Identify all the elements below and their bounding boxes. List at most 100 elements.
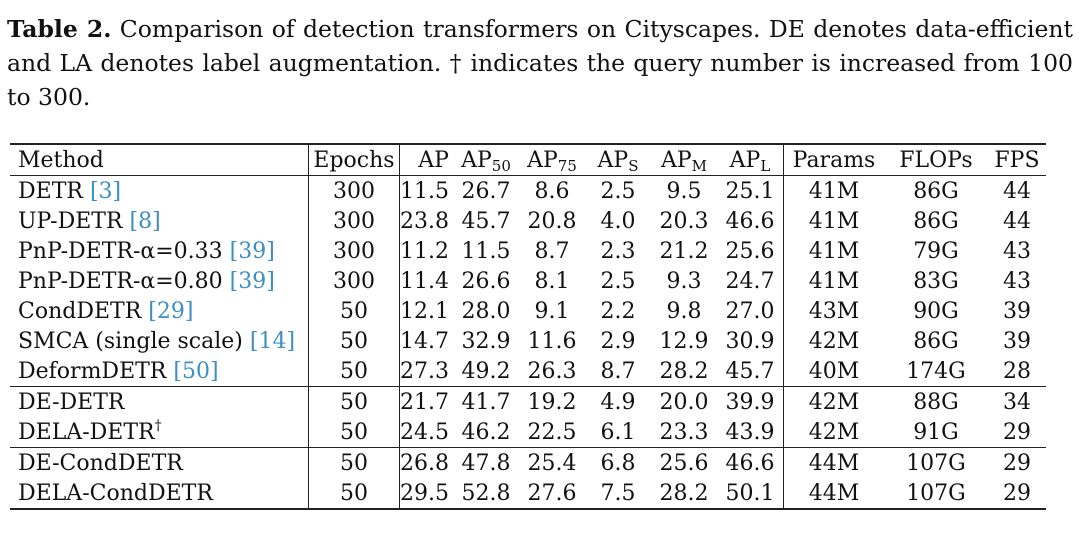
header-flops: FLOPs [899,147,973,173]
cell-apm: 9.8 [666,298,702,324]
citation-link[interactable]: [50] [173,358,219,384]
cell-ap: 11.5 [400,178,449,204]
header-ap75: AP75 [527,147,577,175]
cell-ap75: 20.8 [527,208,577,234]
cell-ap: 11.4 [400,268,449,294]
header-method: Method [10,144,309,176]
cell-method: UP-DETR [8] [10,206,309,236]
cell-method: DELA-DETR† [10,417,309,448]
method-name: PnP-DETR-α=0.80 [18,268,223,294]
citation-link[interactable]: [39] [229,268,275,294]
cell-ap75: 8.6 [534,178,570,204]
table-row: UP-DETR [8] 300 23.8 45.7 20.8 4.0 20.3 46.6 41M… [10,206,1046,236]
cell-apm: 12.9 [659,328,709,354]
cell-apm: 9.3 [666,268,702,294]
cell-epochs: 50 [308,326,400,356]
cell-ap75: 25.4 [527,450,577,476]
cell-ap: 21.7 [400,389,449,415]
cell-apm: 21.2 [659,238,709,264]
method-name: CondDETR [18,298,142,324]
citation-link[interactable]: [39] [229,238,275,264]
cell-params: 43M [808,298,860,324]
method-name: DELA-DETR [18,419,155,445]
cell-flops: 83G [913,268,959,294]
method-name: DeformDETR [18,358,167,384]
results-table: Method Epochs AP AP50 AP75 APS APM APL P… [10,143,1046,510]
cell-epochs: 300 [308,175,400,206]
cell-aps: 2.9 [600,328,636,354]
cell-method: DE-CondDETR [10,447,309,478]
cell-epochs: 50 [308,478,400,509]
cell-apm: 25.6 [659,450,709,476]
cell-params: 42M [808,419,860,445]
table-row: DELA-DETR† 50 24.5 46.2 22.5 6.1 23.3 43.9 42M 91… [10,417,1046,448]
citation-link[interactable]: [14] [249,328,296,354]
cell-method: SMCA (single scale) [14] [10,326,309,356]
cell-ap75: 8.7 [534,238,570,264]
table-caption: Table 2. Comparison of detection transfo… [7,12,1073,114]
cell-apm: 20.0 [659,389,709,415]
header-row: Method Epochs AP AP50 AP75 APS APM APL P… [10,144,1046,176]
cell-aps: 8.7 [600,358,636,384]
citation-link[interactable]: [8] [129,208,161,234]
cell-ap50: 32.9 [461,328,511,354]
cell-params: 42M [808,328,860,354]
cell-ap75: 8.1 [534,268,570,294]
cell-ap50: 28.0 [461,298,511,324]
cell-ap50: 26.7 [461,178,511,204]
cell-params: 41M [808,208,860,234]
citation-link[interactable]: [29] [148,298,194,324]
table-row: DETR [3] 300 11.5 26.7 8.6 2.5 9.5 25.1 41M 86G 44 [10,175,1046,206]
cell-ap75: 19.2 [527,389,577,415]
cell-flops: 107G [906,480,966,506]
header-aps: APS [597,147,639,175]
header-params: Params [792,147,876,173]
cell-method: DELA-CondDETR [10,478,309,509]
cell-apl: 50.1 [716,478,784,509]
header-epochs: Epochs [308,144,400,176]
cell-ap75: 26.3 [527,358,577,384]
cell-aps: 2.5 [600,178,636,204]
cell-ap: 24.5 [400,419,449,445]
cell-method: CondDETR [29] [10,296,309,326]
caption-text: Comparison of detection transformers on … [7,15,1073,111]
table-group-baselines: DETR [3] 300 11.5 26.7 8.6 2.5 9.5 25.1 41M 86G 44… [10,175,1046,387]
cell-fps: 43 [1002,238,1031,264]
cell-aps: 4.9 [600,389,636,415]
method-name: DE-DETR [18,389,125,415]
cell-ap50: 52.8 [461,480,511,506]
cell-ap50: 41.7 [461,389,511,415]
cell-apl: 46.6 [716,206,784,236]
cell-epochs: 50 [308,296,400,326]
header-ap: AP [418,147,449,173]
cell-ap75: 9.1 [534,298,570,324]
cell-ap: 14.7 [400,328,449,354]
cell-ap75: 22.5 [527,419,577,445]
cell-fps: 39 [1002,298,1031,324]
citation-link[interactable]: [3] [89,178,122,204]
table-row: PnP-DETR-α=0.33 [39] 300 11.2 11.5 8.7 2.3 21.… [10,236,1046,266]
cell-method: DE-DETR [10,386,309,417]
cell-flops: 91G [913,419,959,445]
cell-fps: 29 [1002,419,1031,445]
cell-ap: 26.8 [400,450,449,476]
cell-ap50: 47.8 [461,450,511,476]
cell-apl: 45.7 [716,356,784,387]
method-name: SMCA (single scale) [18,328,243,354]
cell-ap: 23.8 [400,208,449,234]
cell-fps: 43 [1002,268,1031,294]
cell-params: 41M [808,268,860,294]
cell-apm: 28.2 [659,358,709,384]
cell-ap50: 11.5 [461,238,511,264]
cell-aps: 6.1 [600,419,636,445]
cell-flops: 90G [913,298,959,324]
method-name: DE-CondDETR [18,450,183,476]
header-apl: APL [716,144,784,176]
table-row: DeformDETR [50] 50 27.3 49.2 26.3 8.7 28.2 45.7… [10,356,1046,387]
cell-apl: 43.9 [716,417,784,448]
cell-epochs: 50 [308,386,400,417]
header-fps: FPS [994,147,1040,173]
cell-apl: 39.9 [716,386,784,417]
cell-params: 44M [808,480,860,506]
cell-fps: 39 [1002,328,1031,354]
